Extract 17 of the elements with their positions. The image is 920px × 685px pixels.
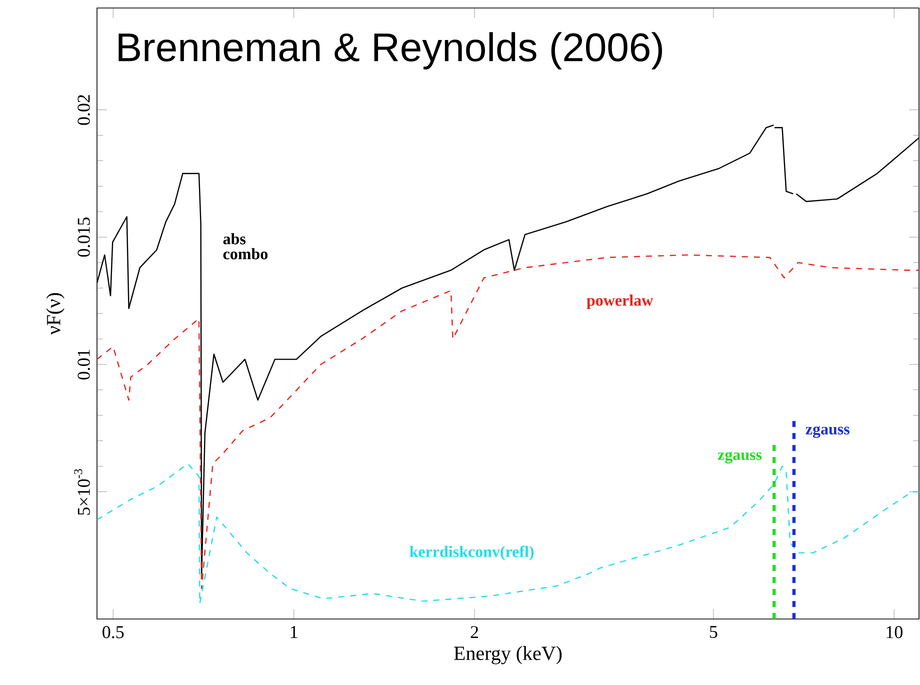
series-label: kerrdiskconv(refl) xyxy=(410,546,534,560)
x-axis-title: Energy (keV) xyxy=(454,646,562,664)
y-tick-label: 5×10$^{-3}$ xyxy=(74,469,90,515)
x-tick-label: 5 xyxy=(710,626,718,638)
text: Brenneman & Reynolds (2006) xyxy=(118,32,662,70)
x-tick-label: 2 xyxy=(470,626,478,638)
series-label: abs combo xyxy=(223,233,268,260)
x-tick-label: 10 xyxy=(886,626,902,638)
x-tick-label: 1 xyxy=(290,626,298,638)
text: powerlaw xyxy=(586,294,654,310)
y-tick-label: 0.02 xyxy=(78,95,90,125)
y-tick-label: 0.01 xyxy=(78,350,90,380)
y-axis-title: νF(ν) xyxy=(46,293,64,335)
y-tick-label: 0.015 xyxy=(78,218,90,257)
series-label: zgauss xyxy=(718,452,762,464)
series-label: zgauss xyxy=(806,426,850,438)
x-tick-label: 0.5 xyxy=(102,626,124,638)
